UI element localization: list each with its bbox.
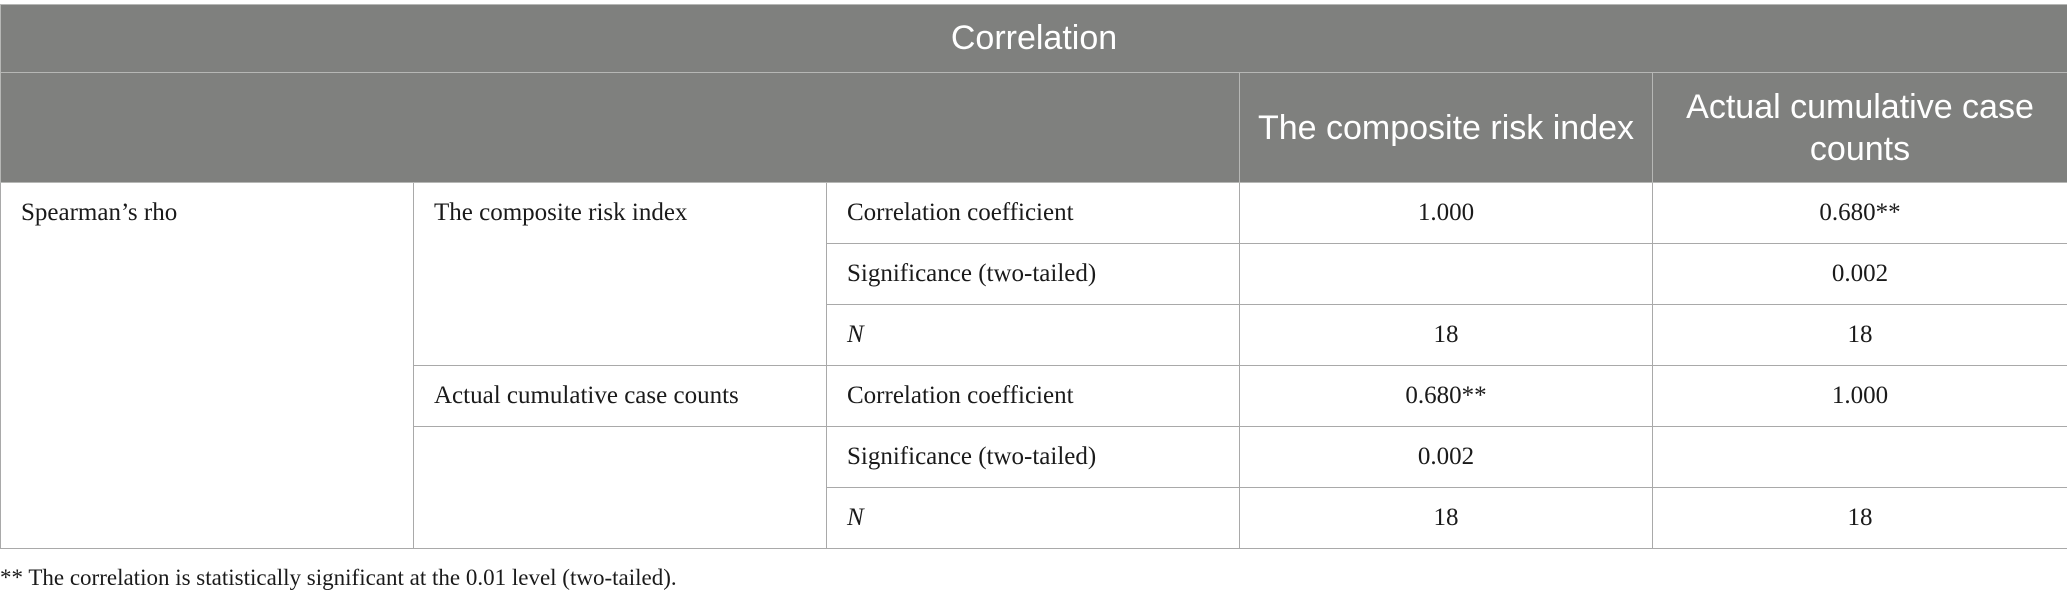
value-cell: 18 bbox=[1239, 304, 1653, 366]
value-cell: 0.680** bbox=[1651, 182, 2067, 244]
table-row: Actual cumulative case counts Correlatio… bbox=[1, 365, 2067, 427]
table-title-row: Correlation bbox=[0, 4, 2067, 73]
value-cell: 18 bbox=[1651, 304, 2067, 366]
value-cell: 18 bbox=[1239, 487, 1653, 549]
table-row: Significance (two-tailed) 0.002 bbox=[1, 426, 2067, 549]
stat-label-cell: N bbox=[826, 304, 1240, 366]
header-empty-cell bbox=[0, 72, 1240, 183]
stat-label-cell: Significance (two-tailed) bbox=[826, 243, 1240, 305]
value-cell: 18 bbox=[1651, 487, 2067, 549]
correlation-table: Correlation The composite risk index Act… bbox=[0, 4, 2067, 549]
table-title: Correlation bbox=[0, 4, 2067, 73]
stat-label-cell: Significance (two-tailed) bbox=[826, 426, 1240, 488]
empty-variable-cell bbox=[413, 426, 827, 549]
column-header-actual-cumulative-case-counts: Actual cumulative case counts bbox=[1651, 72, 2067, 183]
table-footnote: ** The correlation is statistically sign… bbox=[0, 565, 677, 590]
value-cell: 0.002 bbox=[1239, 426, 1653, 488]
column-header-composite-risk-index: The composite risk index bbox=[1239, 72, 1653, 183]
table-row: N 18 18 bbox=[1, 304, 2067, 366]
value-cell: 1.000 bbox=[1651, 365, 2067, 427]
value-cell: 1.000 bbox=[1239, 182, 1653, 244]
table-header-row: The composite risk index Actual cumulati… bbox=[0, 72, 2067, 183]
stat-label-cell: N bbox=[826, 487, 1240, 549]
variable-cell: Actual cumulative case counts bbox=[413, 365, 827, 427]
correlation-table-container: Correlation The composite risk index Act… bbox=[0, 4, 2067, 549]
stat-label-cell: Correlation coefficient bbox=[826, 365, 1240, 427]
method-cell: Spearman’s rho bbox=[0, 182, 414, 549]
table-row: N 18 18 bbox=[1, 487, 2067, 549]
value-cell: 0.002 bbox=[1651, 243, 2067, 305]
stat-label-cell: Correlation coefficient bbox=[826, 182, 1240, 244]
value-cell bbox=[1239, 243, 1653, 305]
variable-cell: The composite risk index bbox=[413, 182, 827, 366]
table-row: Spearman’s rho The composite risk index … bbox=[0, 182, 2067, 549]
value-cell bbox=[1651, 426, 2067, 488]
value-cell: 0.680** bbox=[1239, 365, 1653, 427]
